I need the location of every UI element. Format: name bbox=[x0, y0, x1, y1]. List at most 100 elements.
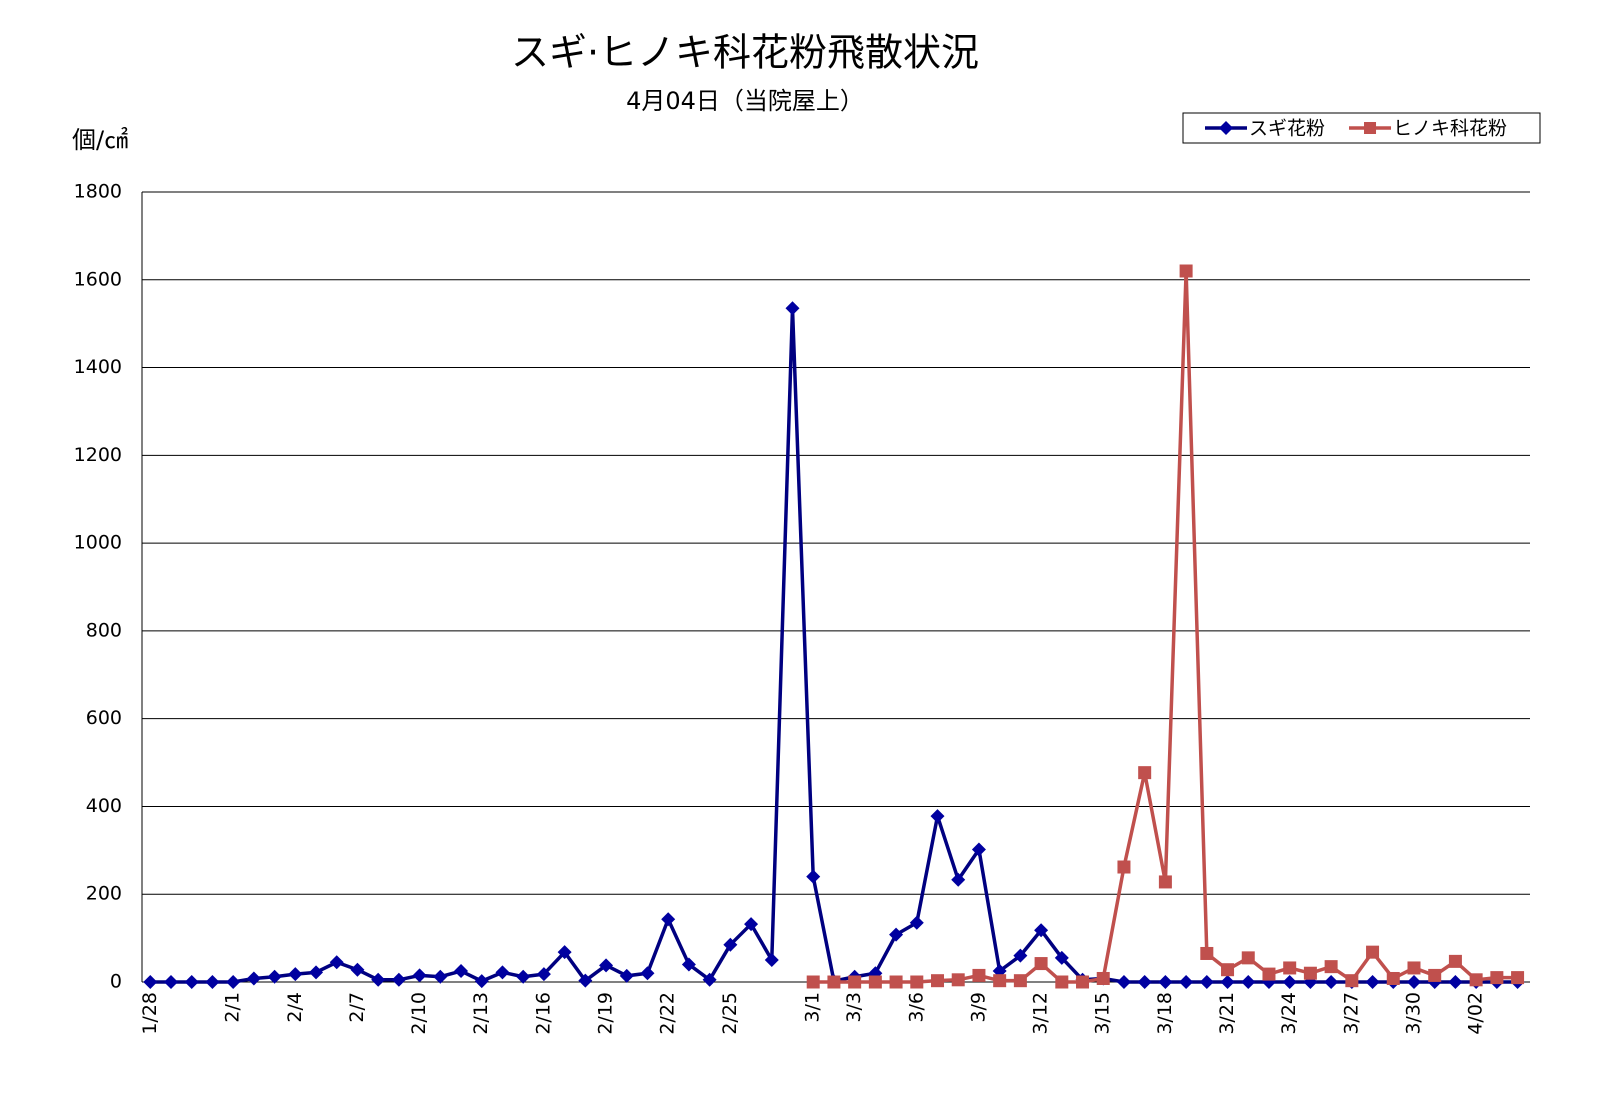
y-tick-label: 1200 bbox=[74, 444, 122, 466]
data-point bbox=[806, 869, 821, 884]
data-point bbox=[930, 809, 945, 824]
data-point bbox=[723, 937, 738, 952]
data-point bbox=[578, 973, 593, 988]
data-point bbox=[1221, 963, 1235, 977]
legend-swatch-marker bbox=[1219, 121, 1233, 135]
data-point bbox=[412, 968, 427, 983]
x-tick-label: 2/25 bbox=[719, 992, 741, 1035]
data-point bbox=[433, 969, 448, 984]
x-tick-label: 3/24 bbox=[1278, 992, 1300, 1035]
data-point bbox=[1241, 951, 1255, 965]
data-point bbox=[1137, 975, 1152, 989]
data-point bbox=[143, 975, 158, 989]
x-tick-label: 2/4 bbox=[284, 992, 306, 1023]
data-point bbox=[329, 955, 344, 970]
data-point bbox=[848, 975, 862, 989]
data-point bbox=[1490, 971, 1504, 985]
x-tick-label: 2/16 bbox=[532, 992, 554, 1035]
data-point bbox=[764, 953, 779, 968]
data-point bbox=[1054, 950, 1069, 965]
data-point bbox=[454, 964, 469, 979]
data-point bbox=[391, 972, 406, 987]
data-point bbox=[1324, 975, 1339, 989]
data-point bbox=[1262, 967, 1276, 981]
x-tick-label: 3/21 bbox=[1216, 992, 1238, 1035]
x-tick-label: 3/3 bbox=[843, 992, 865, 1023]
y-tick-label: 1600 bbox=[74, 268, 122, 290]
data-point bbox=[681, 957, 696, 972]
data-point bbox=[993, 974, 1007, 988]
series-line bbox=[150, 306, 1518, 984]
data-point bbox=[868, 975, 882, 989]
x-tick-label: 3/9 bbox=[967, 992, 989, 1023]
data-point bbox=[1199, 975, 1214, 989]
data-point bbox=[972, 968, 986, 982]
x-tick-label: 3/1 bbox=[802, 992, 824, 1023]
legend-label: スギ花粉 bbox=[1249, 118, 1325, 140]
x-tick-label: 3/27 bbox=[1340, 992, 1362, 1035]
data-point bbox=[1158, 975, 1173, 989]
data-point bbox=[971, 842, 986, 857]
data-point bbox=[1345, 974, 1359, 988]
data-point bbox=[1428, 968, 1442, 982]
data-point bbox=[205, 975, 220, 989]
data-point bbox=[1117, 860, 1131, 874]
data-point bbox=[1096, 971, 1110, 985]
y-tick-label: 800 bbox=[86, 619, 122, 641]
x-tick-label: 4/02 bbox=[1465, 992, 1487, 1035]
data-point bbox=[1324, 960, 1338, 974]
chart-subtitle: 4月04日（当院屋上） bbox=[626, 87, 864, 115]
y-tick-label: 1400 bbox=[74, 356, 122, 378]
x-tick-label: 1/28 bbox=[139, 992, 161, 1035]
data-point bbox=[661, 912, 676, 927]
data-point bbox=[1076, 975, 1090, 989]
data-point bbox=[1055, 975, 1069, 989]
data-point bbox=[1241, 975, 1256, 989]
data-point bbox=[1013, 974, 1027, 988]
data-point bbox=[1220, 975, 1235, 989]
data-point bbox=[909, 915, 924, 930]
y-tick-label: 400 bbox=[86, 795, 122, 817]
data-point bbox=[1138, 766, 1152, 780]
data-point bbox=[931, 974, 945, 988]
data-point bbox=[371, 972, 386, 987]
x-tick-label: 3/15 bbox=[1092, 992, 1114, 1035]
x-tick-label: 2/13 bbox=[470, 992, 492, 1035]
data-point bbox=[267, 969, 282, 984]
x-tick-label: 2/1 bbox=[222, 992, 244, 1023]
data-point bbox=[1200, 946, 1214, 960]
data-point bbox=[619, 968, 634, 983]
data-point bbox=[516, 969, 531, 984]
data-point bbox=[1406, 975, 1421, 989]
data-point bbox=[536, 967, 551, 982]
data-point bbox=[288, 967, 303, 982]
data-point bbox=[1303, 966, 1317, 980]
x-tick-label: 2/7 bbox=[346, 992, 368, 1023]
data-point bbox=[246, 971, 261, 986]
x-tick-label: 2/10 bbox=[408, 992, 430, 1035]
x-tick-label: 3/6 bbox=[905, 992, 927, 1023]
y-tick-label: 0 bbox=[110, 971, 122, 993]
data-point bbox=[889, 927, 904, 942]
data-point bbox=[1366, 945, 1380, 959]
data-point bbox=[1034, 923, 1049, 938]
data-point bbox=[702, 972, 717, 987]
data-point bbox=[1158, 875, 1172, 889]
data-point bbox=[1283, 961, 1297, 975]
data-point bbox=[226, 975, 241, 989]
data-point bbox=[495, 965, 510, 980]
data-point bbox=[910, 975, 924, 989]
data-point bbox=[474, 974, 489, 989]
data-point bbox=[1179, 975, 1194, 989]
data-point bbox=[1407, 961, 1421, 975]
data-point bbox=[951, 872, 966, 887]
y-tick-label: 200 bbox=[86, 883, 122, 905]
data-point bbox=[640, 966, 655, 981]
x-tick-label: 2/19 bbox=[595, 992, 617, 1035]
y-tick-label: 1000 bbox=[74, 532, 122, 554]
data-point bbox=[164, 975, 179, 989]
legend-label: ヒノキ科花粉 bbox=[1393, 118, 1507, 140]
data-point bbox=[1365, 975, 1380, 989]
data-point bbox=[599, 958, 614, 973]
